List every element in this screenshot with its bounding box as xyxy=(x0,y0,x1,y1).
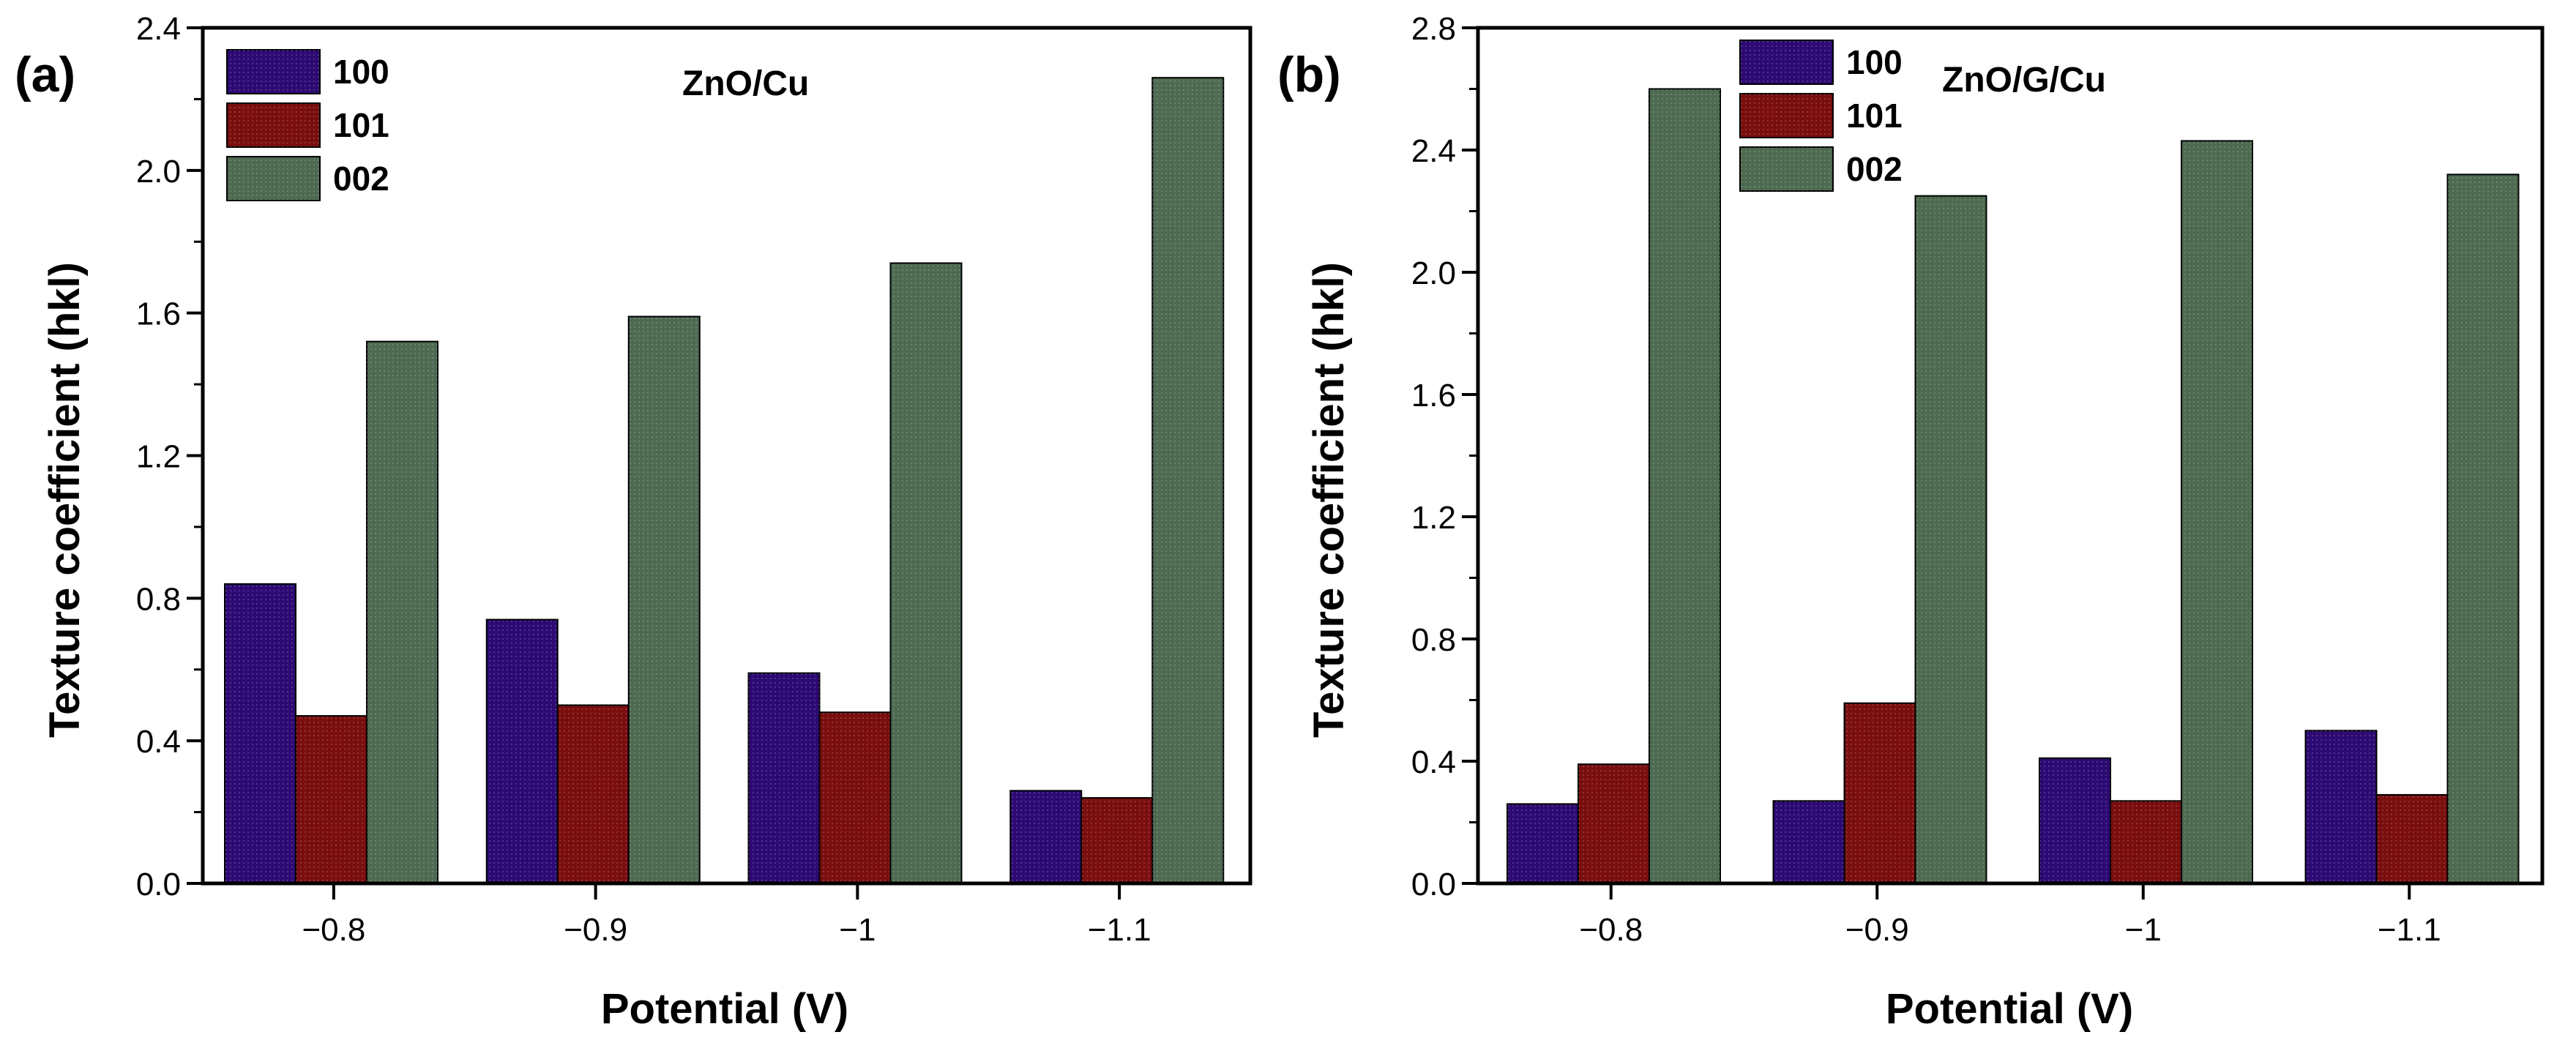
panel-a: (a) Texture coefficient (hkl) Potential … xyxy=(15,11,1252,1033)
panel-b: (b) Texture coefficient (hkl) Potential … xyxy=(1277,11,2545,1033)
panel-b-legend-swatch-texture-101 xyxy=(1740,94,1833,138)
panel-a-bar-texture-100-4 xyxy=(1010,790,1082,883)
panel-b-y-tick-label-8: 2.8 xyxy=(1411,11,1456,47)
panel-b-bar-texture-101-3 xyxy=(2110,801,2181,883)
panel-a-x-tick-label-2: −0.9 xyxy=(564,912,627,948)
panel-a-legend-label-002: 002 xyxy=(333,160,389,198)
panel-a-bar-texture-100-1 xyxy=(225,583,296,883)
panel-b-label: (b) xyxy=(1277,47,1341,102)
panel-a-legend-swatch-texture-002 xyxy=(227,157,320,201)
panel-a-y-tick-label-3: 0.8 xyxy=(136,581,181,617)
panel-b-y-tick-label-4: 1.2 xyxy=(1411,500,1456,536)
panel-b-legend-label-100: 100 xyxy=(1846,43,1903,81)
panel-a-bar-texture-101-4 xyxy=(1081,798,1153,883)
panel-b-bar-texture-100-4 xyxy=(2305,730,2377,883)
panel-a-x-tick-label-4: −1.1 xyxy=(1088,912,1151,948)
panel-b-bar-texture-002-4 xyxy=(2447,174,2519,883)
panel-a-plot-frame xyxy=(201,26,1252,886)
panel-a-y-ticks: 0.0 0.4 0.8 1.2 1.6 2.0 2.4 xyxy=(136,11,203,902)
panel-a-x-axis-title: Potential (V) xyxy=(601,985,848,1033)
panel-b-y-tick-label-3: 0.8 xyxy=(1411,622,1456,658)
panel-b-y-ticks: 0.0 0.4 0.8 1.2 1.6 2.0 2.4 2.8 xyxy=(1411,11,1478,902)
panel-a-label: (a) xyxy=(15,47,75,102)
panel-a-x-tick-label-1: −0.8 xyxy=(302,912,365,948)
panel-b-y-tick-label-1: 0.0 xyxy=(1411,867,1456,902)
panel-b-bar-texture-100-1 xyxy=(1507,804,1578,883)
panel-a-y-tick-label-2: 0.4 xyxy=(136,724,181,760)
panel-b-bar-texture-002-1 xyxy=(1649,89,1720,883)
panel-b-plot-frame xyxy=(1476,26,2545,886)
panel-b-x-tick-label-3: −1 xyxy=(2125,912,2162,948)
panel-b-legend: 100 101 002 xyxy=(1739,40,1903,192)
panel-a-bar-texture-100-2 xyxy=(486,619,558,883)
panel-b-y-tick-label-7: 2.4 xyxy=(1411,133,1456,169)
panel-b-legend-label-002: 002 xyxy=(1846,150,1903,188)
panel-b-x-tick-label-1: −0.8 xyxy=(1579,912,1643,948)
panel-a-x-ticks: −0.8 −0.9 −1 −1.1 xyxy=(302,883,1151,948)
panel-b-bar-texture-002-3 xyxy=(2181,141,2252,884)
panel-b-bar-texture-002-2 xyxy=(1915,195,1987,883)
panel-a-y-tick-label-4: 1.2 xyxy=(136,439,181,475)
panel-b-bar-texture-100-2 xyxy=(1773,801,1845,883)
panel-a-bar-texture-002-4 xyxy=(1152,78,1224,884)
panel-a-y-tick-label-7: 2.4 xyxy=(136,11,181,47)
panel-a-chart-title: ZnO/Cu xyxy=(682,64,809,103)
panel-a-bar-texture-101-2 xyxy=(557,705,629,883)
panel-a-y-tick-label-5: 1.6 xyxy=(136,296,181,332)
panel-a-bar-texture-101-1 xyxy=(296,716,367,883)
panel-a-legend-swatch-texture-100 xyxy=(227,50,320,94)
panel-b-y-tick-label-2: 0.4 xyxy=(1411,744,1456,780)
panel-b-x-tick-label-2: −0.9 xyxy=(1845,912,1909,948)
panel-a-bar-texture-002-2 xyxy=(628,316,700,884)
panel-b-legend-swatch-texture-002 xyxy=(1740,147,1833,191)
panel-a-legend-label-101: 101 xyxy=(333,106,389,144)
panel-b-bar-texture-101-2 xyxy=(1844,703,1916,883)
panel-b-bars xyxy=(1507,88,2520,885)
panel-b-x-ticks: −0.8 −0.9 −1 −1.1 xyxy=(1579,883,2441,948)
panel-b-y-tick-label-5: 1.6 xyxy=(1411,378,1456,414)
panel-b-bar-texture-100-3 xyxy=(2039,758,2110,883)
panel-a-bar-texture-002-3 xyxy=(890,263,962,884)
panel-a-legend-label-100: 100 xyxy=(333,53,389,91)
panel-b-x-tick-label-4: −1.1 xyxy=(2378,912,2441,948)
panel-b-y-tick-label-6: 2.0 xyxy=(1411,255,1456,291)
panel-a-y-axis-title: Texture coefficient (hkl) xyxy=(41,262,89,738)
panel-a-bar-texture-002-1 xyxy=(367,341,438,884)
panel-a-x-tick-label-3: −1 xyxy=(839,912,876,948)
panel-a-bars xyxy=(224,77,1225,885)
panel-b-bar-texture-101-4 xyxy=(2376,794,2448,883)
panel-a-legend: 100 101 002 xyxy=(226,49,389,201)
panel-b-x-axis-title: Potential (V) xyxy=(1886,985,2133,1033)
panel-a-bar-texture-100-3 xyxy=(748,673,820,883)
panel-b-chart-title: ZnO/G/Cu xyxy=(1942,61,2106,100)
panel-b-legend-swatch-texture-100 xyxy=(1740,40,1833,84)
panel-a-bar-texture-101-3 xyxy=(819,712,891,883)
panel-b-legend-label-101: 101 xyxy=(1846,97,1903,135)
panel-b-bar-texture-101-1 xyxy=(1578,764,1649,883)
panel-b-y-axis-title: Texture coefficient (hkl) xyxy=(1305,262,1353,738)
panel-a-y-tick-label-1: 0.0 xyxy=(136,867,181,902)
panel-a-y-tick-label-6: 2.0 xyxy=(136,154,181,190)
panel-a-legend-swatch-texture-101 xyxy=(227,103,320,147)
